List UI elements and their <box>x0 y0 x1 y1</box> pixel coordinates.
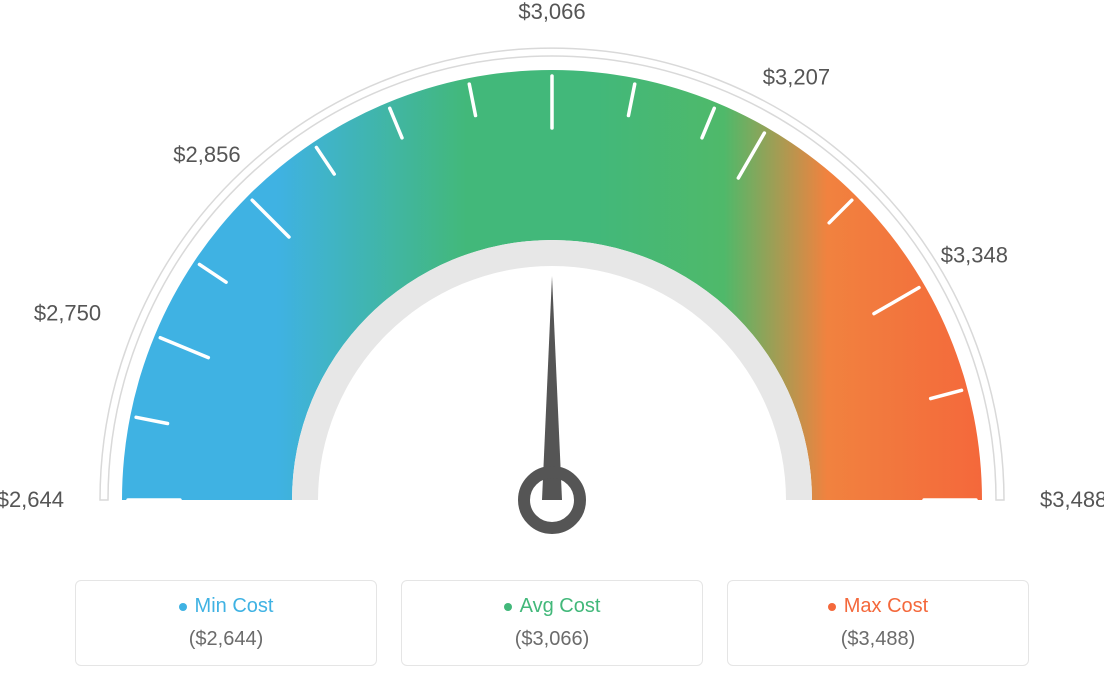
legend-value-min: ($2,644) <box>76 628 376 651</box>
cost-gauge-container: $2,644 $2,750 $2,856 $3,066 $3,207 $3,348 $3,4… <box>0 0 1104 690</box>
dot-icon <box>828 603 836 611</box>
svg-text:$2,644: $2,644 <box>0 487 64 512</box>
legend-card-max: Max Cost ($3,488) <box>727 580 1029 666</box>
legend-title-max: Max Cost <box>728 595 1028 618</box>
svg-text:$2,856: $2,856 <box>173 142 240 167</box>
legend-label-avg: Avg Cost <box>520 595 601 617</box>
svg-text:$3,207: $3,207 <box>763 65 830 90</box>
svg-text:$3,066: $3,066 <box>518 0 585 24</box>
svg-text:$2,750: $2,750 <box>34 300 101 325</box>
legend-row: Min Cost ($2,644) Avg Cost ($3,066) Max … <box>0 580 1104 666</box>
legend-title-min: Min Cost <box>76 595 376 618</box>
svg-text:$3,348: $3,348 <box>941 243 1008 268</box>
legend-value-avg: ($3,066) <box>402 628 702 651</box>
dot-icon <box>504 603 512 611</box>
legend-label-max: Max Cost <box>844 595 928 617</box>
legend-label-min: Min Cost <box>195 595 274 617</box>
legend-title-avg: Avg Cost <box>402 595 702 618</box>
legend-card-avg: Avg Cost ($3,066) <box>401 580 703 666</box>
gauge-chart: $2,644 $2,750 $2,856 $3,066 $3,207 $3,348 $3,4… <box>0 0 1104 560</box>
legend-card-min: Min Cost ($2,644) <box>75 580 377 666</box>
dot-icon <box>179 603 187 611</box>
legend-value-max: ($3,488) <box>728 628 1028 651</box>
svg-text:$3,488: $3,488 <box>1040 487 1104 512</box>
